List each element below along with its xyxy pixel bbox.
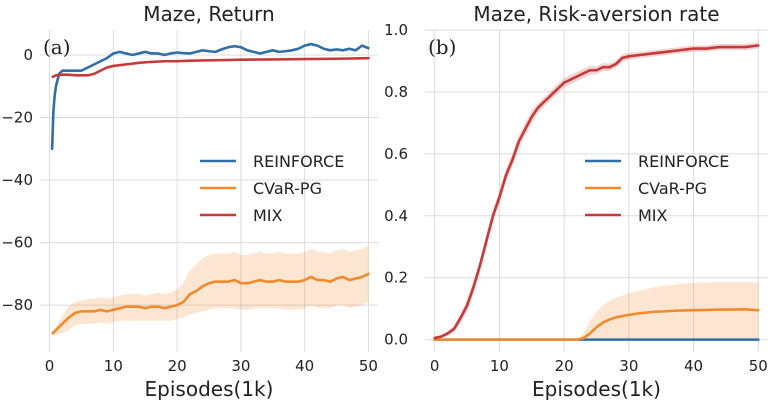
x-tick-label: 0 [45, 357, 55, 375]
legend-label-reinforce: REINFORCE [638, 152, 729, 171]
x-tick-label: 50 [359, 357, 378, 375]
x-axis-label: Episodes(1k) [532, 377, 661, 400]
legend-label-reinforce: REINFORCE [253, 152, 344, 171]
y-tick-label: 0.8 [384, 83, 408, 101]
legend-label-mix: MIX [638, 206, 668, 225]
series-line-cvar-pg [433, 307, 760, 341]
series-band-mix [434, 42, 759, 340]
chart-title: Maze, Return [143, 2, 274, 26]
x-tick-label: 40 [684, 357, 703, 375]
x-tick-label: 20 [555, 357, 574, 375]
y-tick-label: 0.6 [384, 145, 408, 163]
series-line-reinforce [50, 42, 370, 151]
series-line-mix [433, 44, 760, 340]
x-tick-label: 40 [295, 357, 314, 375]
legend-label-cvar-pg: CVaR-PG [253, 179, 322, 198]
y-tick-label: −80 [1, 296, 33, 314]
panel-maze-risk-aversion: 0 10 20 30 40 50 0.0 0.2 0.4 0.6 0.8 1.0 Maze, Risk-… [384, 2, 768, 400]
x-axis-label: Episodes(1k) [145, 377, 274, 400]
x-tick-label: 50 [749, 357, 768, 375]
y-tick-label: 0.4 [384, 207, 408, 225]
series-line-cvar-pg [51, 272, 370, 335]
series-line-mix [51, 56, 370, 79]
series-band-cvar-pg [52, 245, 369, 337]
y-tick-label: 0 [23, 46, 33, 64]
panel-label: (a) [43, 35, 71, 59]
x-tick-label: 10 [490, 357, 509, 375]
x-tick-label: 30 [619, 357, 638, 375]
x-tick-label: 10 [104, 357, 123, 375]
legend-label-mix: MIX [253, 206, 283, 225]
legend-label-cvar-pg: CVaR-PG [638, 179, 707, 198]
x-tick-label: 30 [231, 357, 250, 375]
y-tick-label: 0.2 [384, 269, 408, 287]
series-band-cvar-pg [434, 282, 759, 340]
panel-maze-return: 0 10 20 30 40 50 0 −20 −40 −60 −80 Maze, Return Epis… [1, 2, 378, 400]
plot-area [40, 30, 378, 352]
y-tick-label: −60 [1, 234, 33, 252]
y-tick-label: 1.0 [384, 21, 408, 39]
chart-title: Maze, Risk-aversion rate [473, 2, 719, 26]
panel-label: (b) [428, 35, 456, 59]
plot-area [425, 30, 768, 352]
x-tick-label: 0 [430, 357, 440, 375]
y-tick-label: −40 [1, 171, 33, 189]
y-tick-label: −20 [1, 109, 33, 127]
x-tick-label: 20 [168, 357, 187, 375]
y-tick-label: 0.0 [384, 331, 408, 349]
